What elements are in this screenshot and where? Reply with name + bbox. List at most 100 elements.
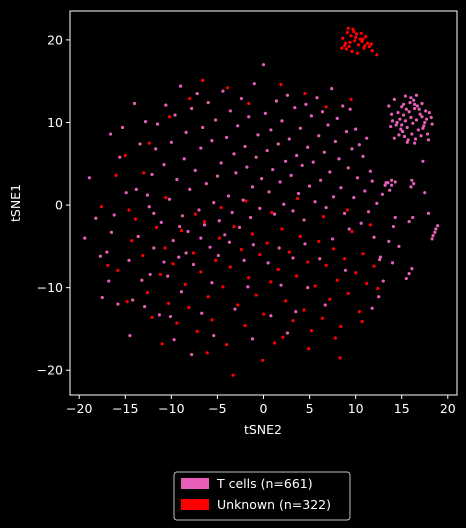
scatter-point (295, 274, 299, 278)
scatter-point (179, 229, 184, 233)
scatter-point (236, 124, 240, 128)
scatter-point (420, 101, 424, 106)
scatter-point (133, 217, 138, 221)
scatter-point (350, 229, 354, 234)
scatter-point (169, 140, 173, 144)
scatter-point (199, 270, 203, 274)
scatter-point (278, 180, 282, 184)
scatter-point (243, 144, 247, 149)
scatter-point (188, 187, 192, 191)
series-0 (83, 63, 440, 357)
scatter-point (171, 238, 175, 243)
scatter-point (361, 252, 365, 256)
scatter-point (284, 299, 288, 303)
scatter-point (346, 291, 350, 296)
scatter-point (232, 152, 236, 156)
scatter-point (357, 143, 361, 147)
legend-label-t-cells: T cells (n=661) (216, 476, 313, 491)
scatter-point (145, 193, 149, 197)
scatter-point (392, 97, 396, 101)
scatter-point (213, 258, 218, 262)
scatter-point (258, 206, 262, 210)
scatter-point (414, 93, 419, 97)
scatter-point (403, 94, 407, 98)
scatter-point (411, 215, 415, 220)
scatter-point (372, 235, 376, 239)
scatter-point (202, 223, 207, 227)
scatter-point (407, 110, 411, 114)
scatter-point (304, 102, 308, 106)
scatter-point (405, 140, 409, 144)
scatter-point (94, 216, 98, 220)
scatter-point (269, 314, 273, 318)
scatter-point (344, 129, 349, 134)
y-tick-label: 10 (47, 115, 63, 130)
legend-swatch-unknown (181, 499, 209, 510)
scatter-point (349, 97, 353, 101)
scatter-point (219, 161, 223, 165)
scatter-point (321, 215, 325, 219)
scatter-point (281, 335, 285, 339)
scatter-point (378, 257, 382, 262)
scatter-point (386, 181, 390, 185)
scatter-point (346, 166, 350, 170)
scatter-point (274, 99, 278, 103)
scatter-point (241, 198, 245, 202)
scatter-point (256, 133, 260, 137)
scatter-point (397, 133, 401, 137)
scatter-point (413, 102, 417, 106)
scatter-point (191, 251, 196, 255)
scatter-point (184, 130, 188, 134)
y-tick-label: 0 (55, 198, 63, 213)
scatter-point (225, 343, 229, 347)
scatter-point (406, 138, 410, 142)
scatter-point (430, 237, 434, 241)
scatter-point (130, 238, 134, 243)
scatter-point (223, 233, 227, 237)
scatter-point (219, 205, 223, 210)
scatter-point (331, 195, 336, 199)
scatter-point (359, 31, 363, 35)
scatter-point (150, 315, 154, 319)
scatter-point (87, 176, 91, 180)
scatter-point (348, 40, 352, 44)
scatter-point (212, 333, 216, 338)
y-axis-ticks: −20 −10 0 10 20 (37, 32, 70, 378)
scatter-point (344, 47, 349, 51)
scatter-point (202, 219, 207, 224)
scatter-point (366, 210, 371, 214)
scatter-point (163, 246, 167, 250)
scatter-point (353, 39, 357, 43)
scatter-point (393, 215, 397, 220)
scatter-point (188, 96, 192, 101)
scatter-point (410, 178, 414, 182)
scatter-point (246, 285, 250, 289)
scatter-point (339, 186, 343, 190)
scatter-point (357, 309, 361, 314)
scatter-point (114, 173, 118, 177)
scatter-point (364, 35, 368, 39)
scatter-point (272, 212, 277, 216)
scatter-point (285, 331, 290, 335)
scatter-point (389, 183, 394, 187)
scatter-point (421, 126, 425, 130)
scatter-point (221, 285, 225, 289)
scatter-point (280, 119, 284, 123)
scatter-point (424, 117, 429, 121)
scatter-point (434, 227, 438, 231)
scatter-point (171, 262, 175, 266)
scatter-point (279, 283, 283, 287)
scatter-point (195, 91, 199, 96)
scatter-point (387, 104, 391, 108)
scatter-point (425, 132, 430, 136)
scatter-point (306, 145, 310, 149)
scatter-point (401, 113, 406, 117)
scatter-point (355, 51, 360, 55)
scatter-point (230, 210, 234, 215)
scatter-point (410, 267, 414, 271)
scatter-point (143, 120, 148, 124)
scatter-point (315, 96, 319, 100)
legend-box (173, 471, 351, 521)
scatter-point (157, 313, 161, 317)
